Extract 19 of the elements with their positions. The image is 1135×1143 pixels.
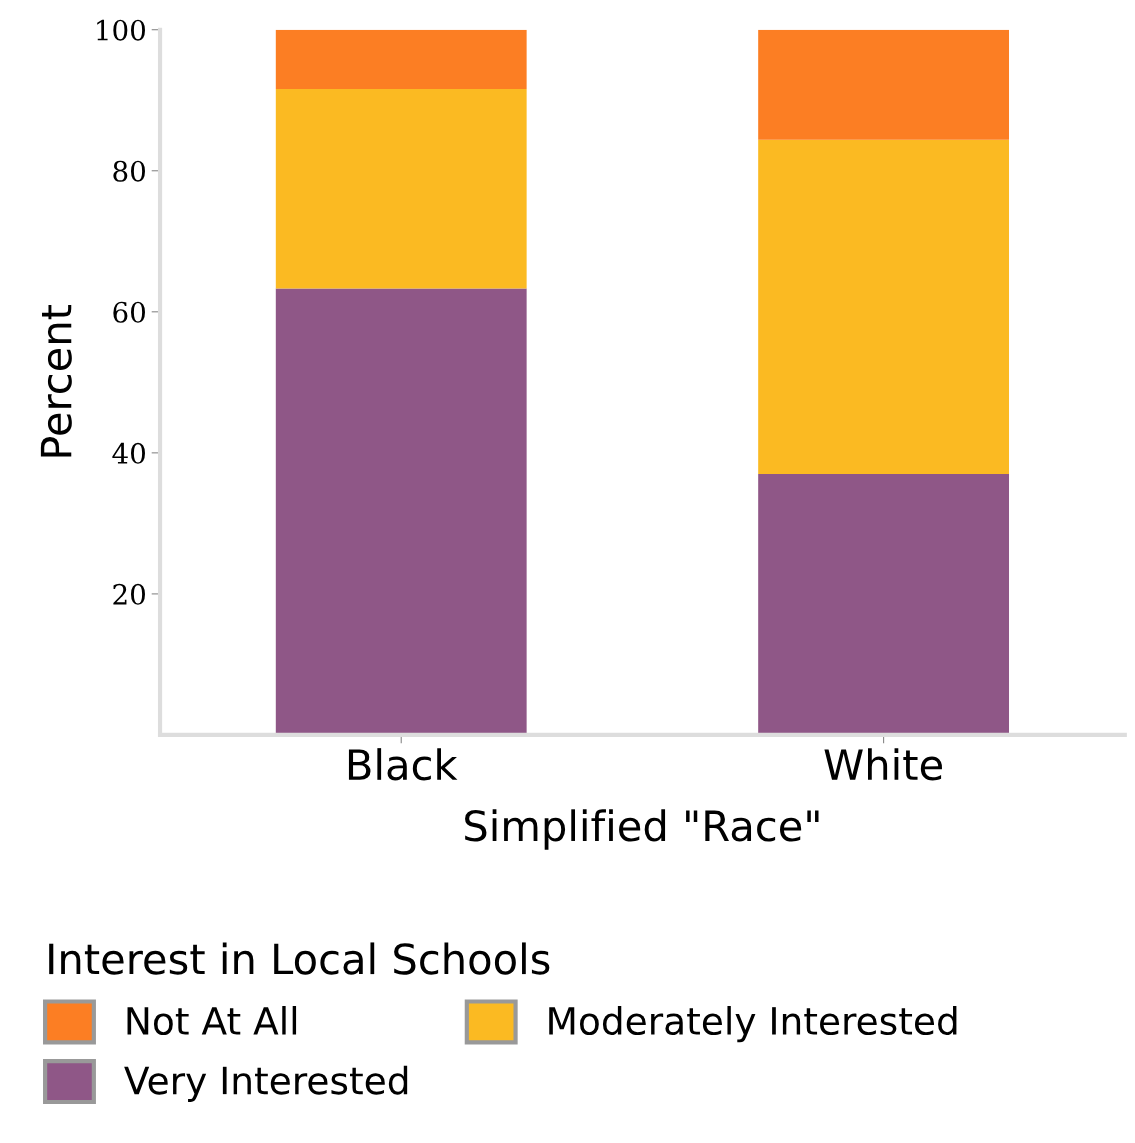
y-tick-label: 60	[113, 301, 145, 323]
legend-label: Very Interested	[124, 1065, 408, 1102]
legend-title: Interest in Local Schools	[49, 942, 550, 975]
bar	[275, 29, 527, 89]
x-tick-label: Black	[348, 748, 458, 781]
y-tick-label: 100	[97, 19, 145, 41]
bar	[275, 88, 527, 289]
bar	[758, 29, 1010, 140]
legend-label: Moderately Interested	[549, 1006, 957, 1043]
y-tick-label: 20	[113, 583, 145, 605]
y-axis-title: Percent	[40, 304, 72, 457]
x-tick-label: White	[824, 748, 942, 781]
bar	[758, 474, 1010, 735]
y-tick-label: 40	[112, 442, 145, 464]
y-tick-label: 80	[113, 160, 145, 182]
bar	[758, 139, 1010, 475]
x-axis-title: Simplified "Race"	[465, 809, 819, 850]
legend-label: Not At All	[127, 1006, 297, 1036]
bar	[275, 288, 527, 735]
